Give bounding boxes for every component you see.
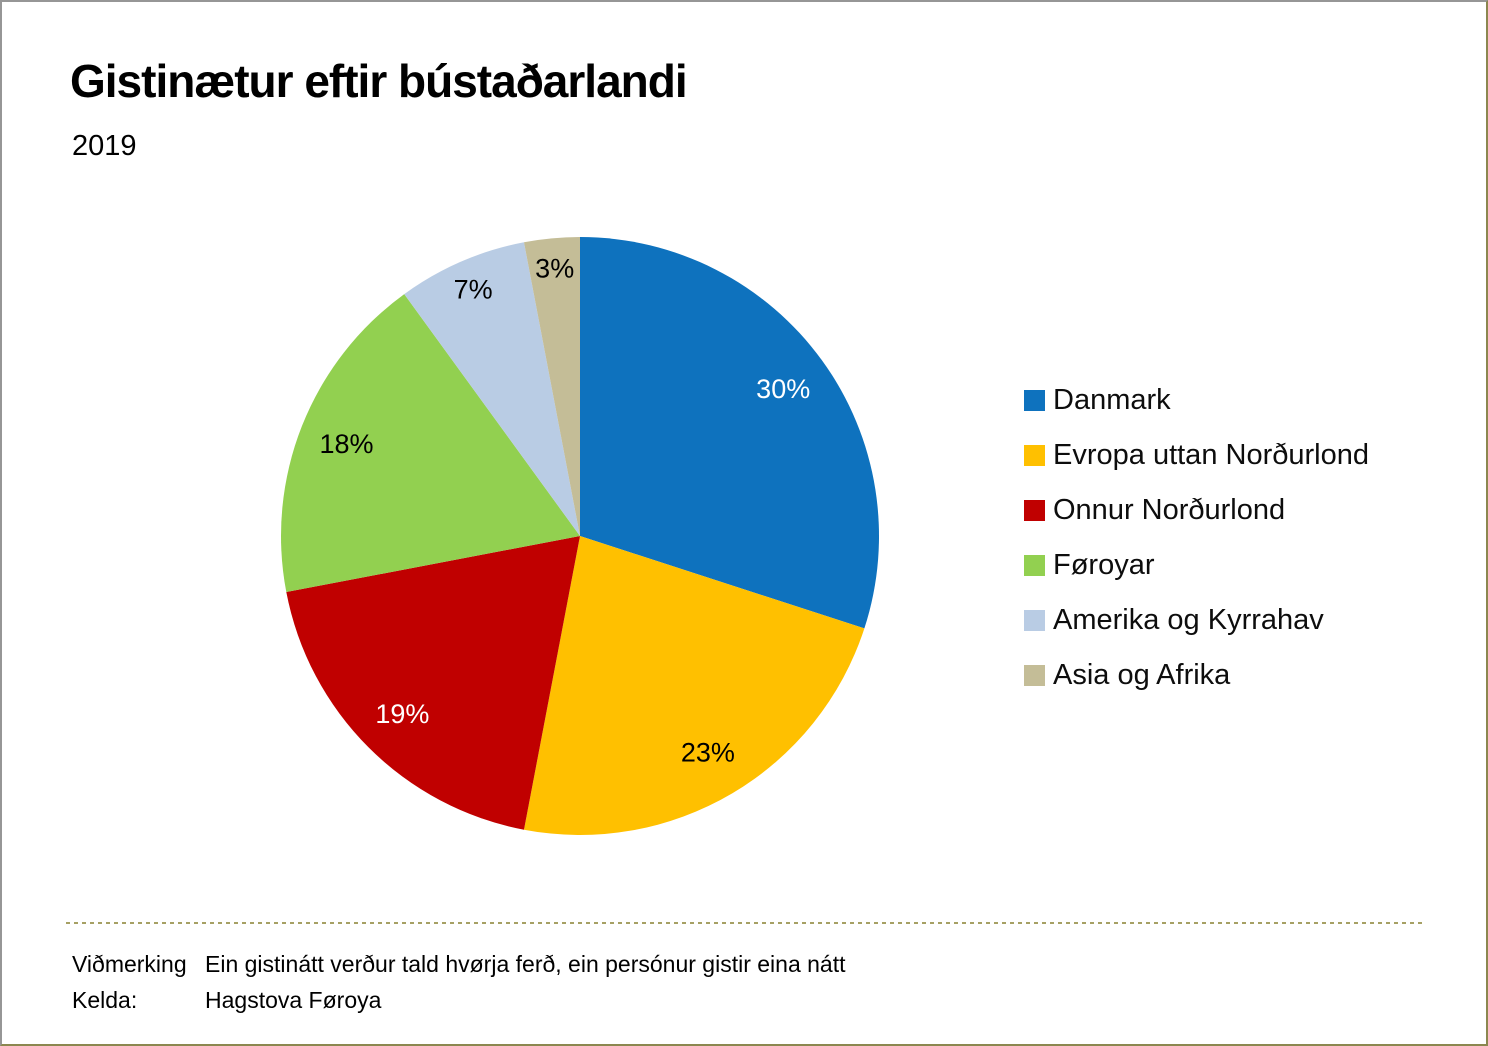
pie-slice-evropa-uttan-nor-urlond: [523, 536, 865, 835]
legend-swatch-icon: [1024, 445, 1045, 466]
pie-slice-amerika-og-kyrrahav: [404, 242, 580, 537]
legend-swatch-icon: [1024, 500, 1045, 521]
legend-item-asia-og-afrika: Asia og Afrika: [1024, 661, 1369, 690]
pie-percent-label: 19%: [375, 699, 429, 729]
legend-label: Onnur Norðurlond: [1053, 494, 1286, 526]
legend-swatch-icon: [1024, 390, 1045, 411]
footer-note-label: Viðmerking: [72, 951, 187, 977]
footer-source-text: Hagstova Føroya: [205, 987, 382, 1013]
footer-notes: Viðmerking Ein gistinátt verður tald hvø…: [72, 946, 846, 1018]
legend-item-evropa-uttan-nordurlond: Evropa uttan Norðurlond: [1024, 441, 1369, 470]
legend-item-danmark: Danmark: [1024, 386, 1369, 415]
pie-slice-f-royar: [281, 294, 580, 593]
legend-label: Asia og Afrika: [1053, 659, 1231, 691]
legend-item-amerika-og-kyrrahav: Amerika og Kyrrahav: [1024, 606, 1369, 635]
legend-label: Amerika og Kyrrahav: [1053, 604, 1324, 636]
pie-percent-label: 23%: [681, 738, 735, 768]
pie-percent-label: 3%: [535, 254, 574, 284]
pie-percent-label: 30%: [756, 374, 810, 404]
legend-swatch-icon: [1024, 555, 1045, 576]
legend-item-foroyar: Føroyar: [1024, 551, 1369, 580]
legend-label: Føroyar: [1053, 549, 1155, 581]
legend: Danmark Evropa uttan Norðurlond Onnur No…: [1024, 386, 1369, 690]
footer-source-label: Kelda:: [72, 987, 138, 1013]
pie-slice-asia-og-afrika: [523, 237, 580, 536]
legend-item-onnur-nordurlond: Onnur Norðurlond: [1024, 496, 1369, 525]
separator-line: [66, 922, 1426, 924]
pie-percent-label: 18%: [319, 429, 373, 459]
pie-percent-label: 7%: [454, 274, 493, 304]
legend-label: Evropa uttan Norðurlond: [1053, 439, 1369, 471]
legend-label: Danmark: [1053, 384, 1171, 416]
legend-swatch-icon: [1024, 665, 1045, 686]
chart-subtitle: 2019: [72, 130, 137, 162]
footer-note-text: Ein gistinátt verður tald hvørja ferð, e…: [205, 951, 846, 977]
pie-slice-onnur-nor-urlond: [286, 536, 580, 830]
pie-slice-danmark: [580, 237, 880, 629]
legend-swatch-icon: [1024, 610, 1045, 631]
chart-title: Gistinætur eftir bústaðarlandi: [70, 55, 688, 107]
